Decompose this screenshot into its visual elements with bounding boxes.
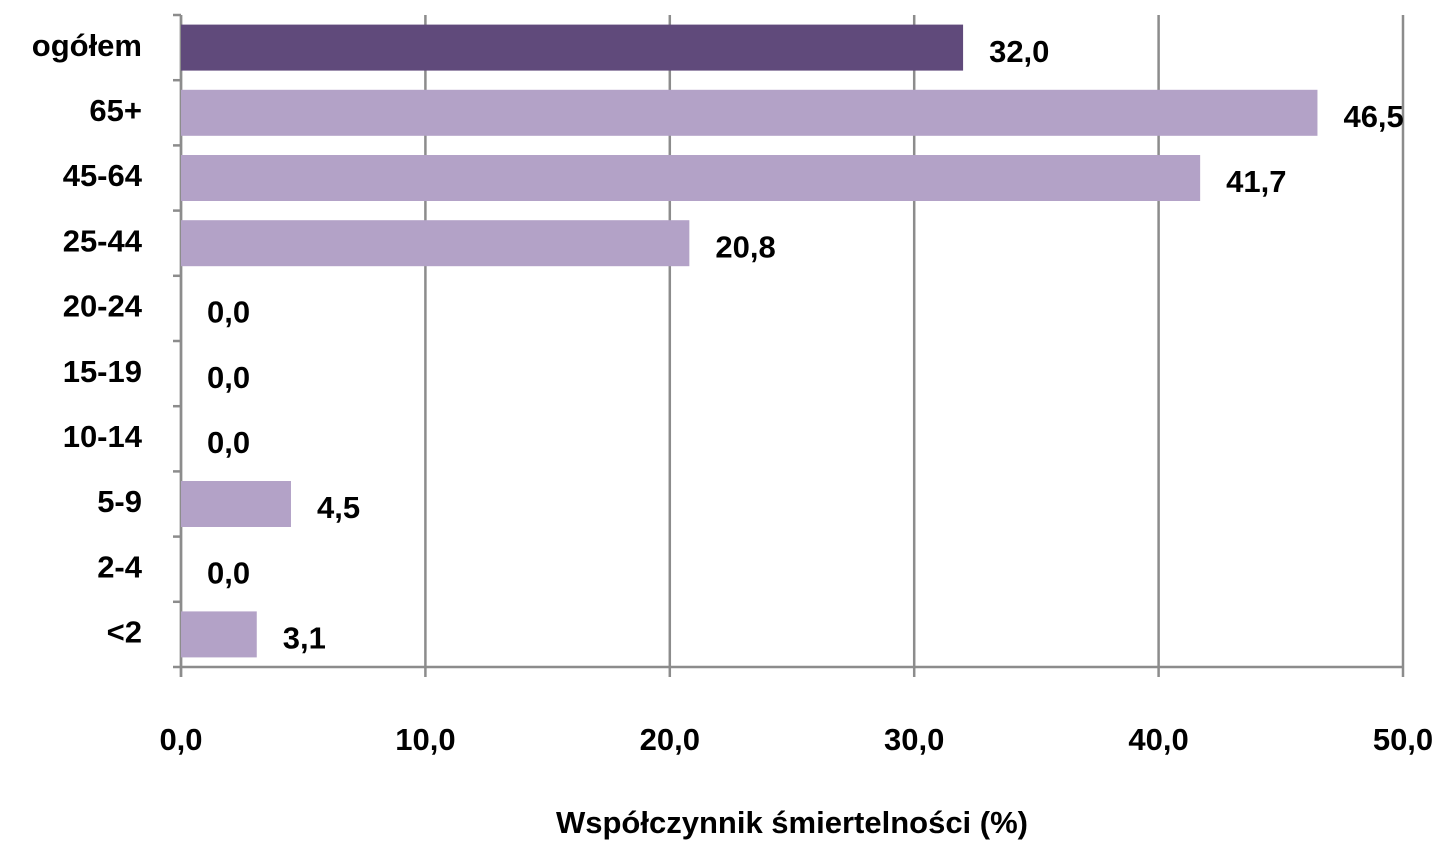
- data-label: 3,1: [283, 621, 326, 656]
- y-tick-label: 2-4: [97, 549, 143, 584]
- bar: [181, 220, 690, 267]
- bar: [181, 89, 1318, 136]
- data-label: 4,5: [317, 490, 360, 525]
- bar: [181, 155, 1201, 201]
- x-tick-label: 50,0: [1373, 722, 1433, 757]
- y-tick-label: 25-44: [63, 223, 143, 258]
- x-tick-label: 0,0: [159, 722, 202, 757]
- x-tick-label: 20,0: [640, 722, 700, 757]
- y-tick-label: 20-24: [63, 289, 143, 324]
- data-label: 0,0: [207, 555, 250, 590]
- data-label: 0,0: [207, 360, 250, 395]
- x-axis-label: Współczynnik śmiertelności (%): [556, 805, 1028, 840]
- data-label: 0,0: [207, 295, 250, 330]
- data-label: 46,5: [1343, 99, 1403, 134]
- x-tick-label: 40,0: [1128, 722, 1188, 757]
- bar: [181, 611, 257, 658]
- x-tick-label: 10,0: [395, 722, 455, 757]
- y-tick-label: ogółem: [32, 28, 142, 63]
- y-tick-label: 5-9: [97, 484, 142, 519]
- data-label: 41,7: [1226, 164, 1286, 199]
- y-tick-label: 45-64: [63, 158, 143, 193]
- y-tick-label: 65+: [89, 93, 142, 128]
- y-tick-label: <2: [107, 615, 142, 650]
- data-label: 20,8: [715, 229, 775, 264]
- data-label: 0,0: [207, 425, 250, 460]
- y-tick-label: 15-19: [63, 354, 142, 389]
- y-tick-label: 10-14: [63, 419, 143, 454]
- x-tick-label: 30,0: [884, 722, 944, 757]
- bar: [181, 481, 291, 527]
- bar: [181, 24, 964, 71]
- data-label: 32,0: [989, 34, 1049, 69]
